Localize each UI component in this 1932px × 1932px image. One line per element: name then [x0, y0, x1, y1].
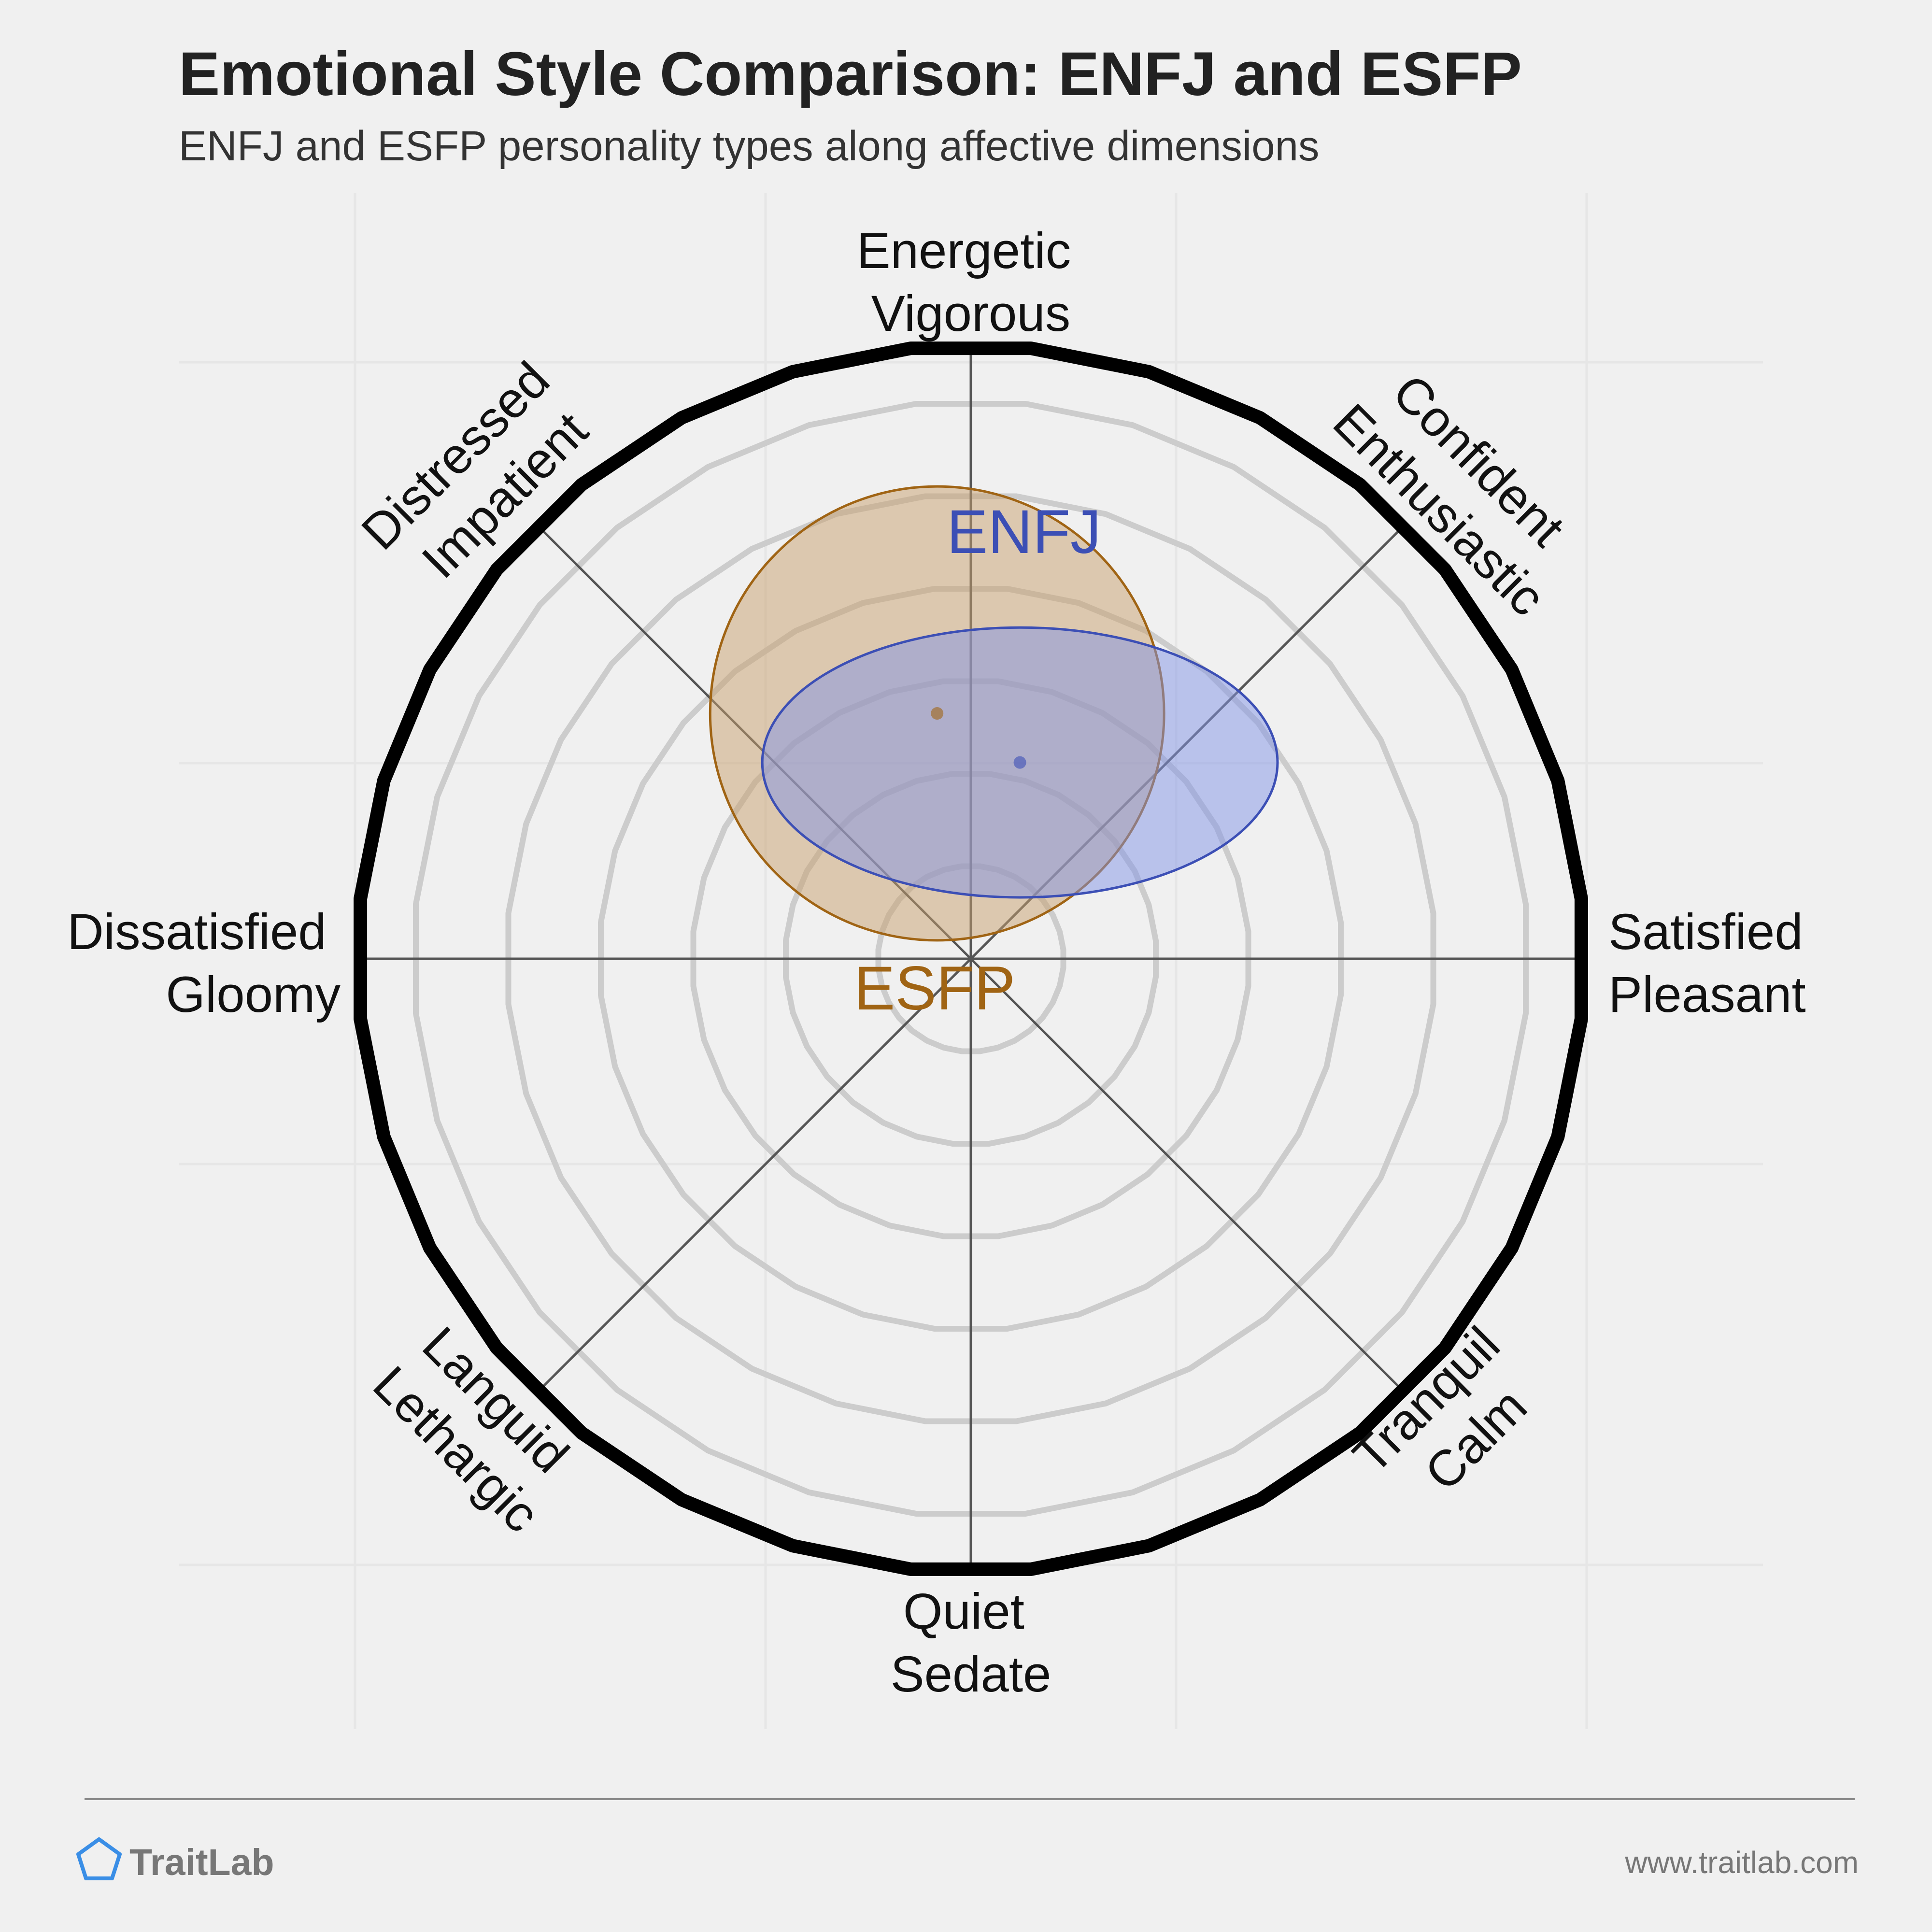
brand-url: www.traitlab.com — [1624, 1845, 1859, 1880]
axis-label-distressed: Distressed Impatient — [351, 341, 615, 605]
series-layer: ENFJ ESFP — [709, 485, 1279, 1023]
ring-6 — [413, 401, 1529, 1517]
spoke-bottom-right — [536, 524, 1406, 1393]
chart-title: Emotional Style Comparison: ENFJ and ESF… — [179, 40, 1522, 109]
esfp-center-point — [931, 707, 944, 720]
axis-label-satisfied-line2: Pleasant — [1608, 966, 1806, 1023]
axis-label-quiet-line1: Quiet — [903, 1583, 1024, 1640]
axis-label-satisfied: Satisfied Pleasant — [1608, 904, 1817, 1023]
axis-label-energetic: Energetic Vigorous — [857, 223, 1085, 342]
esfp-label: ESFP — [854, 954, 1015, 1023]
axis-label-dissatisfied: Dissatisfied Gloomy — [67, 904, 341, 1023]
brand-name: TraitLab — [129, 1842, 274, 1883]
ring-5 — [505, 493, 1436, 1424]
axis-label-energetic-line1: Energetic — [857, 223, 1071, 279]
axis-label-quiet-line2: Sedate — [891, 1646, 1051, 1703]
axis-label-satisfied-line1: Satisfied — [1608, 904, 1803, 960]
ring-4 — [598, 586, 1344, 1332]
axis-label-dissatisfied-line2: Gloomy — [166, 966, 341, 1023]
axis-label-quiet: Quiet Sedate — [891, 1583, 1051, 1703]
enfj-label: ENFJ — [947, 497, 1101, 567]
axis-label-dissatisfied-line1: Dissatisfied — [67, 904, 327, 960]
brand-logo: TraitLab — [76, 1837, 274, 1883]
axis-label-languid: Languid Lethargic — [362, 1311, 594, 1543]
pentagon-icon — [76, 1837, 122, 1880]
enfj-center-point — [1013, 756, 1026, 769]
outer-ring — [354, 341, 1588, 1576]
axis-label-energetic-line2: Vigorous — [871, 285, 1071, 342]
chart-subtitle: ENFJ and ESFP personality types along af… — [179, 123, 1320, 170]
